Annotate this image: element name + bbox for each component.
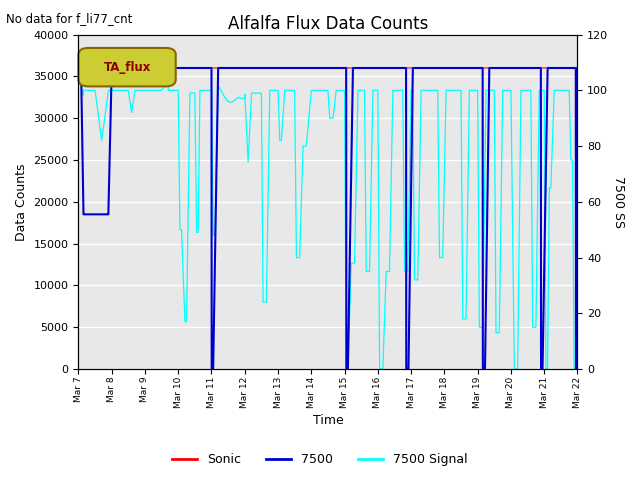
Legend: Sonic, 7500, 7500 Signal: Sonic, 7500, 7500 Signal (167, 448, 473, 471)
Y-axis label: Data Counts: Data Counts (15, 163, 28, 240)
FancyBboxPatch shape (79, 48, 176, 86)
Text: TA_flux: TA_flux (104, 60, 151, 73)
Text: No data for f_li77_cnt: No data for f_li77_cnt (6, 12, 132, 25)
X-axis label: Time: Time (312, 414, 343, 427)
Title: Alfalfa Flux Data Counts: Alfalfa Flux Data Counts (228, 15, 428, 33)
Y-axis label: 7500 SS: 7500 SS (612, 176, 625, 228)
